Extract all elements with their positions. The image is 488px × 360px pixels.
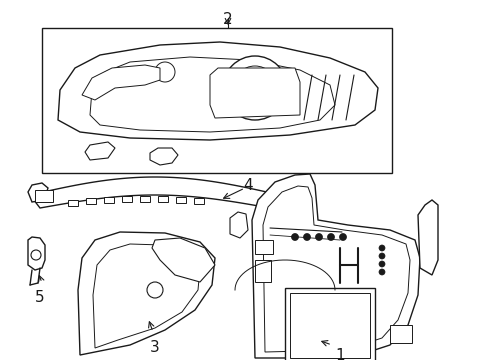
Polygon shape	[93, 244, 200, 348]
Polygon shape	[28, 183, 48, 202]
Polygon shape	[229, 212, 247, 238]
Bar	[194, 198, 203, 204]
Polygon shape	[278, 202, 297, 222]
Polygon shape	[28, 237, 45, 270]
Text: 5: 5	[35, 290, 45, 305]
Bar	[104, 197, 114, 203]
Polygon shape	[90, 57, 334, 132]
Polygon shape	[30, 177, 280, 208]
Circle shape	[378, 269, 384, 275]
Circle shape	[223, 56, 286, 120]
Circle shape	[378, 245, 384, 251]
Polygon shape	[78, 232, 215, 355]
Bar	[86, 198, 96, 204]
Text: 2: 2	[223, 12, 232, 27]
Polygon shape	[263, 186, 409, 352]
Polygon shape	[150, 148, 178, 165]
Bar	[254, 240, 272, 254]
Circle shape	[147, 282, 163, 298]
Text: 4: 4	[243, 178, 252, 193]
Circle shape	[303, 234, 310, 240]
Bar	[254, 260, 270, 282]
Circle shape	[315, 234, 322, 240]
Polygon shape	[152, 238, 215, 282]
Text: 3: 3	[150, 340, 160, 355]
Bar	[140, 196, 150, 202]
Circle shape	[155, 62, 175, 82]
Bar	[158, 196, 168, 202]
Bar	[289, 293, 369, 358]
Circle shape	[31, 250, 41, 260]
Circle shape	[378, 261, 384, 267]
Bar	[35, 190, 53, 202]
Polygon shape	[85, 142, 115, 160]
Bar	[176, 197, 185, 203]
Polygon shape	[58, 42, 377, 140]
Polygon shape	[82, 65, 160, 100]
Circle shape	[339, 234, 346, 240]
Circle shape	[232, 66, 276, 110]
Bar	[68, 200, 78, 206]
Bar	[122, 196, 132, 202]
Bar	[285, 288, 374, 360]
Polygon shape	[417, 200, 437, 275]
Text: 1: 1	[334, 348, 344, 360]
Bar	[42, 28, 391, 173]
Circle shape	[327, 234, 334, 240]
Polygon shape	[209, 68, 299, 118]
Circle shape	[291, 234, 298, 240]
Bar	[389, 325, 411, 343]
Polygon shape	[251, 174, 419, 358]
Circle shape	[378, 253, 384, 259]
